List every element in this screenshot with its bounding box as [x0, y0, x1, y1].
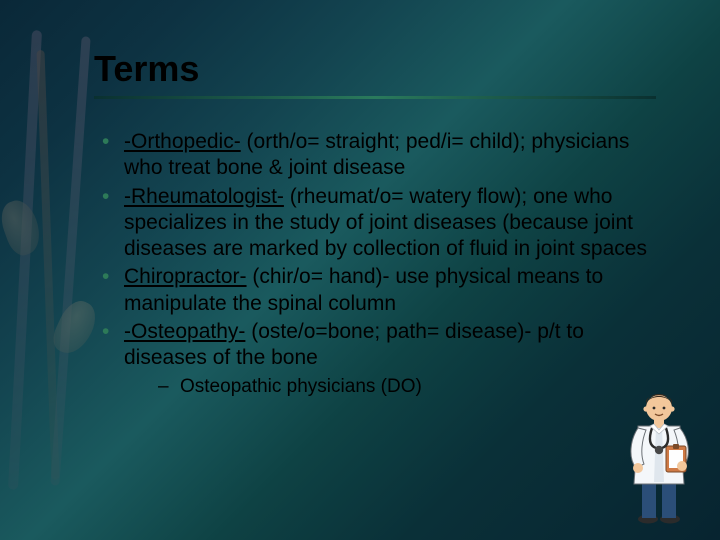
list-item: -Osteopathy- (oste/o=bone; path= disease…	[102, 319, 658, 399]
list-item: Chiropractor- (chir/o= hand)- use physic…	[102, 264, 658, 317]
term-underlined: Chiropractor-	[124, 265, 247, 288]
bullet-list: -Orthopedic- (orth/o= straight; ped/i= c…	[94, 129, 658, 399]
term-underlined: -Osteopathy-	[124, 320, 245, 343]
sub-bullet-list: Osteopathic physicians (DO)	[124, 375, 658, 399]
slide-title: Terms	[94, 48, 656, 99]
list-item: -Orthopedic- (orth/o= straight; ped/i= c…	[102, 129, 658, 182]
sub-list-item: Osteopathic physicians (DO)	[158, 375, 658, 399]
list-item: -Rheumatologist- (rheumat/o= watery flow…	[102, 184, 658, 263]
doctor-clipart-icon	[618, 384, 702, 524]
term-underlined: -Rheumatologist-	[124, 185, 284, 208]
term-underlined: -Orthopedic-	[124, 130, 241, 153]
slide-content: Terms -Orthopedic- (orth/o= straight; pe…	[0, 0, 720, 540]
